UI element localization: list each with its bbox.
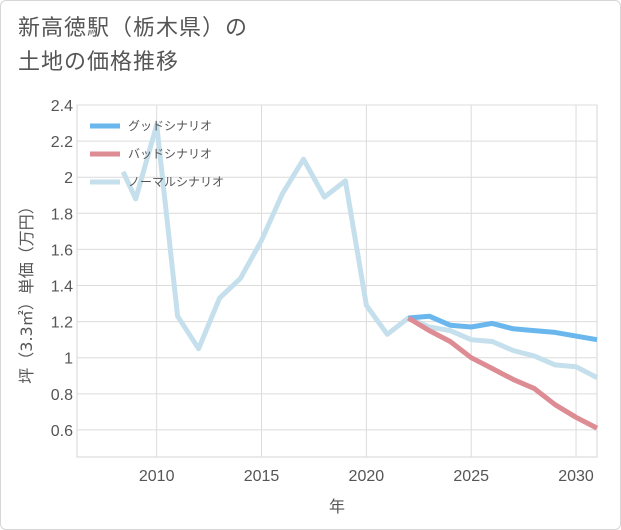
y-axis-ticks: 0.6 0.8 1 1.2 1.4 1.6 1.8 2 2.2 2.4 [51, 98, 73, 440]
x-tick-label: 2025 [453, 468, 489, 485]
y-tick-label: 2 [64, 170, 73, 187]
y-tick-label: 2.4 [51, 98, 73, 115]
x-tick-label: 2020 [349, 468, 385, 485]
grid-lines [76, 104, 598, 458]
y-tick-label: 1 [64, 351, 73, 368]
series-line-1 [408, 313, 598, 343]
y-tick-label: 2.2 [51, 134, 73, 151]
legend-item-0[interactable]: グッドシナリオ [90, 119, 212, 133]
x-tick-label: 2015 [244, 468, 280, 485]
y-tick-label: 1.8 [51, 206, 73, 223]
y-tick-label: 1.6 [51, 242, 73, 259]
y-axis-label: 坪（3.3㎡）単価（万円） [17, 198, 36, 383]
series-lines [120, 122, 599, 431]
chart-title-line1: 新高徳駅（栃木県）の [18, 16, 249, 41]
chart-title: 新高徳駅（栃木県）の 土地の価格推移 [18, 12, 248, 80]
legend-item-2[interactable]: ノーマルシナリオ [90, 175, 224, 189]
series-line-0 [120, 122, 599, 380]
y-tick-label: 0.6 [51, 423, 73, 440]
legend-label: ノーマルシナリオ [128, 175, 224, 189]
x-axis-label: 年 [329, 497, 345, 516]
legend-item-1[interactable]: バッドシナリオ [90, 147, 212, 161]
legend-label: バッドシナリオ [128, 147, 212, 161]
x-tick-label: 2010 [139, 468, 175, 485]
y-tick-label: 0.8 [51, 387, 73, 404]
y-tick-label: 1.2 [51, 315, 73, 332]
x-tick-label: 2030 [558, 468, 594, 485]
series-line-2 [407, 315, 599, 431]
x-axis-ticks: 2010 2015 2020 2025 2030 [139, 468, 594, 485]
chart-title-line2: 土地の価格推移 [18, 50, 180, 75]
y-tick-label: 1.4 [51, 279, 73, 296]
legend-label: グッドシナリオ [128, 119, 212, 133]
